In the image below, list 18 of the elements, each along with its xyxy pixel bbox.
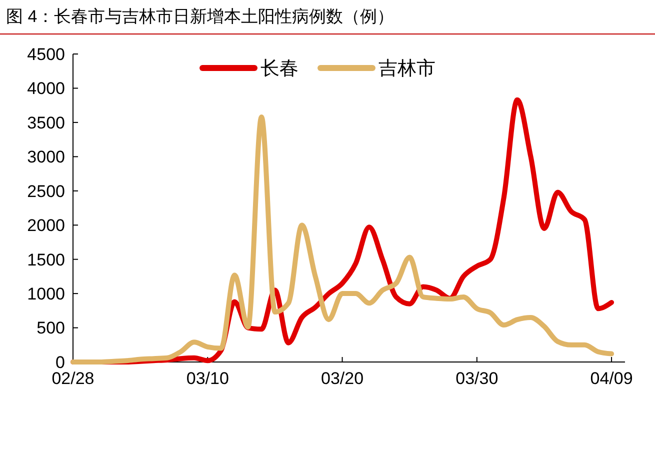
legend-label: 长春 [260,58,298,80]
x-tick-label: 03/10 [186,369,229,388]
y-tick-label: 0 [56,352,65,372]
chart-title: 图 4：长春市与吉林市日新增本土阳性病例数（例） [6,7,394,26]
x-tick-label: 04/09 [590,369,633,388]
y-tick-label: 4500 [27,44,65,64]
y-tick-label: 3000 [27,148,65,167]
x-tick-label: 02/28 [52,369,94,388]
x-tick-label: 03/20 [320,369,364,388]
x-tick-label: 03/30 [456,369,498,388]
y-tick-label: 3500 [27,113,65,132]
y-tick-label: 1000 [27,284,65,304]
legend-label: 吉林市 [378,58,436,80]
y-tick-label: 2500 [27,182,65,201]
y-tick-label: 500 [36,318,65,338]
y-tick-label: 1500 [27,250,65,270]
y-tick-label: 4000 [27,79,65,98]
y-tick-label: 2000 [27,216,65,236]
